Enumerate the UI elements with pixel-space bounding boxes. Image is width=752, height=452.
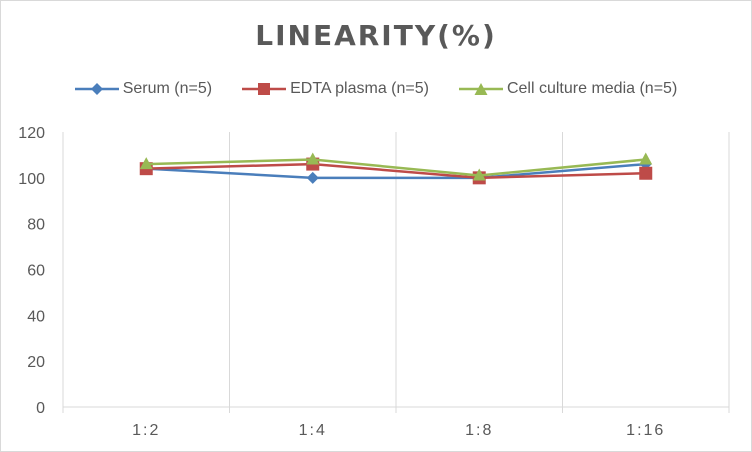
data-point-serum: [306, 171, 319, 184]
chart-legend: Serum (n=5) EDTA plasma (n=5) Cell cultu…: [1, 80, 751, 98]
legend-label-serum: Serum (n=5): [122, 80, 213, 97]
data-point-cell-culture-media: [472, 168, 486, 181]
y-tick-label: 40: [27, 308, 45, 325]
data-point-cell-culture-media: [639, 152, 653, 165]
y-tick-label: 80: [27, 217, 45, 234]
data-point-cell-culture-media: [139, 157, 153, 170]
legend-label-cell-culture-media: Cell culture media (n=5): [506, 80, 678, 97]
legend-item-edta-plasma: EDTA plasma (n=5): [242, 80, 429, 98]
x-tick-label: 1:16: [626, 422, 665, 439]
chart-title: LINEARITY(%): [255, 19, 497, 52]
data-point-cell-culture-media: [306, 152, 320, 165]
y-tick-label: 20: [27, 354, 45, 371]
y-tick-label: 60: [27, 263, 45, 280]
series-line-cell-culture-media: [146, 158, 646, 177]
y-tick-label: 100: [18, 171, 45, 188]
legend-swatch-edta-plasma: [242, 83, 287, 95]
series-line-edta-plasma: [146, 162, 646, 180]
x-tick-label: 1:4: [299, 422, 327, 439]
x-tick-label: 1:2: [132, 422, 160, 439]
data-point-edta-plasma: [639, 166, 653, 180]
legend-item-cell-culture-media: Cell culture media (n=5): [458, 80, 678, 98]
y-tick-label: 120: [18, 125, 45, 142]
series-line-serum: [146, 162, 646, 180]
y-tick-label: 0: [36, 400, 45, 417]
legend-swatch-serum: [74, 83, 119, 95]
legend-item-serum: Serum (n=5): [74, 80, 213, 98]
legend-swatch-cell-culture-media: [458, 83, 503, 95]
legend-label-edta-plasma: EDTA plasma (n=5): [290, 80, 429, 97]
x-tick-label: 1:8: [465, 422, 493, 439]
